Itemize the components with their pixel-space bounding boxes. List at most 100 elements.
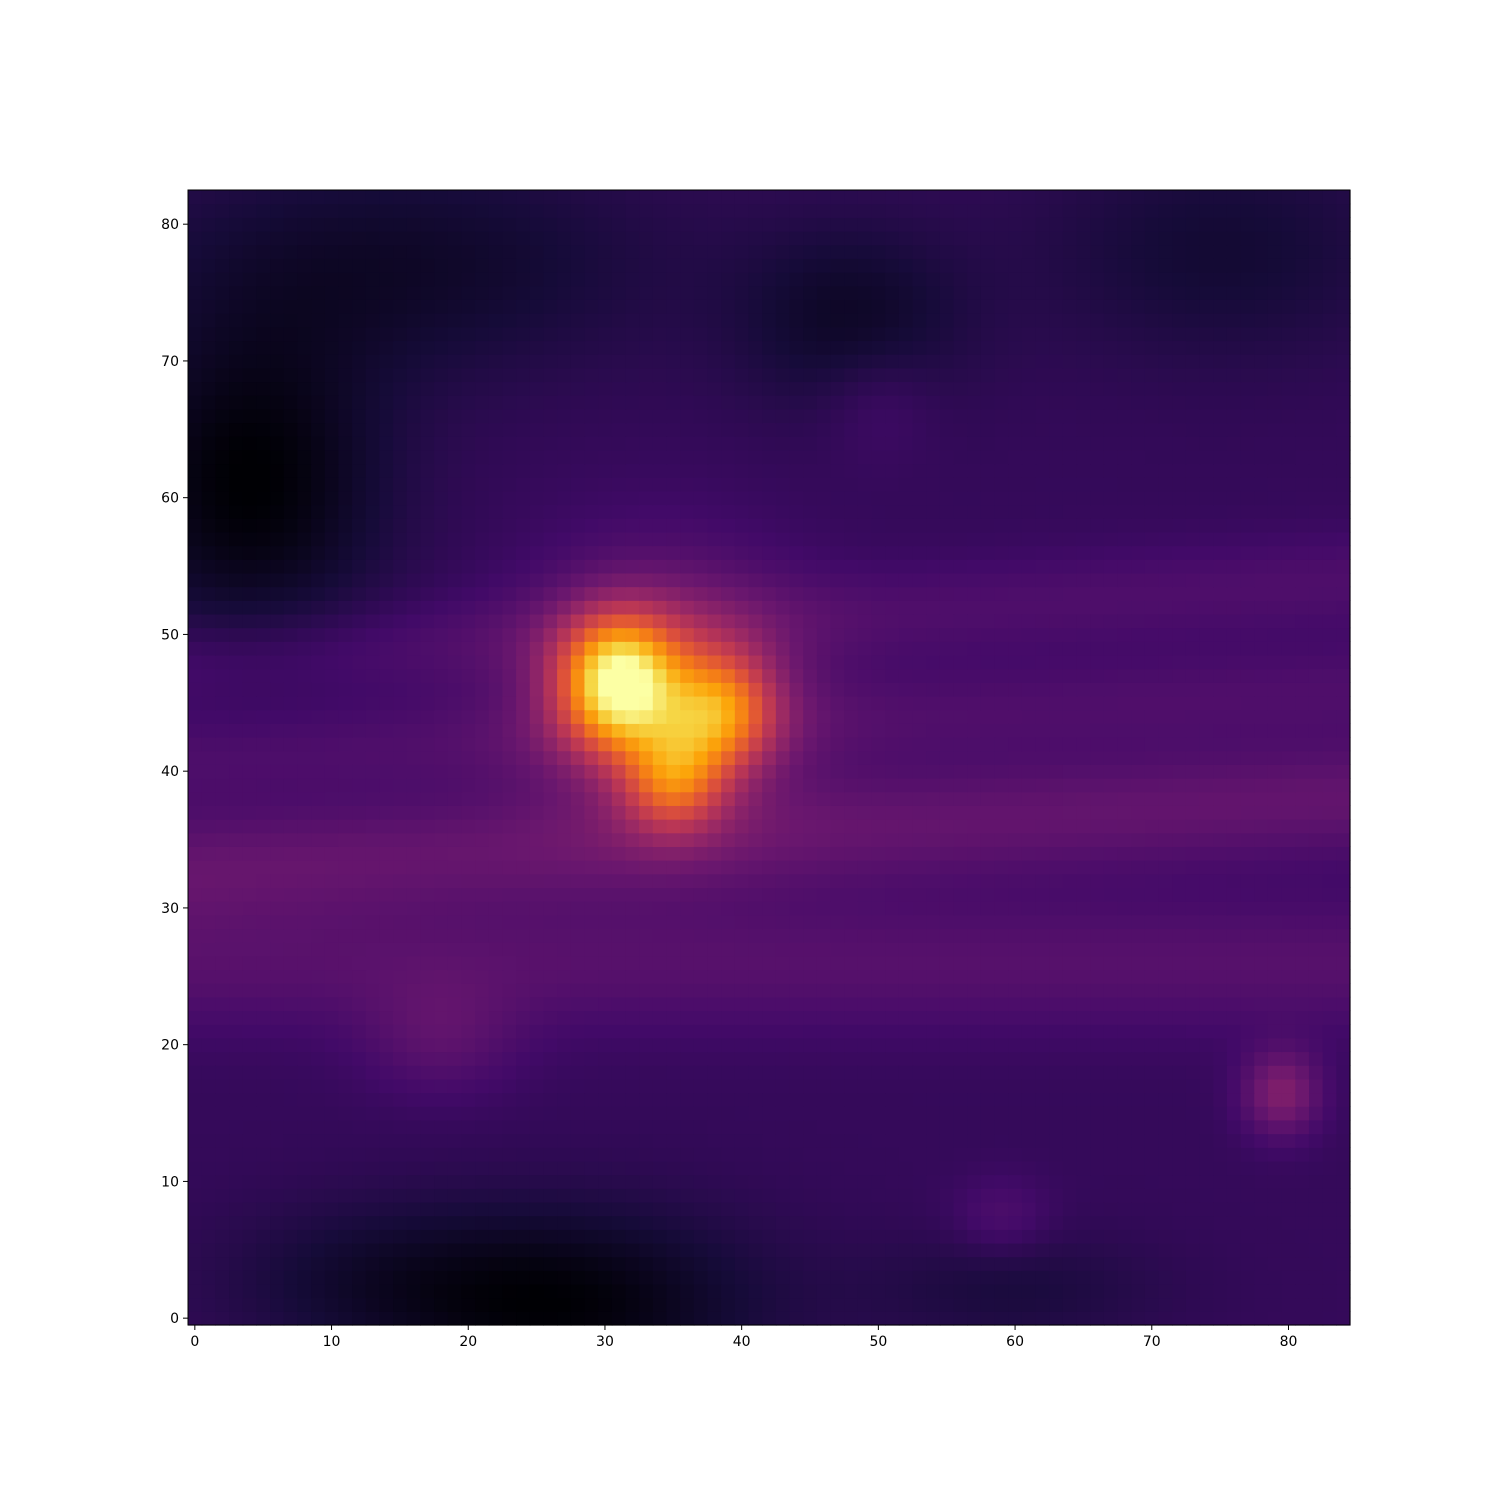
heatmap-cell — [530, 778, 544, 792]
heatmap-cell — [516, 587, 530, 601]
heatmap-cell — [1336, 600, 1350, 614]
heatmap-cell — [612, 723, 626, 737]
heatmap-cell — [530, 1052, 544, 1066]
heatmap-cell — [721, 819, 735, 833]
heatmap-cell — [1118, 1134, 1132, 1148]
heatmap-cell — [666, 600, 680, 614]
heatmap-cell — [584, 1298, 598, 1312]
heatmap-cell — [393, 1147, 407, 1161]
heatmap-cell — [858, 1257, 872, 1271]
heatmap-cell — [284, 546, 298, 560]
heatmap-cell — [735, 1079, 749, 1093]
heatmap-cell — [1323, 1284, 1337, 1298]
heatmap-cell — [215, 887, 229, 901]
heatmap-cell — [748, 710, 762, 724]
heatmap-cell — [735, 1120, 749, 1134]
heatmap-cell — [1227, 928, 1241, 942]
heatmap-cell — [434, 532, 448, 546]
heatmap-cell — [420, 696, 434, 710]
heatmap-cell — [543, 819, 557, 833]
heatmap-cell — [1159, 1038, 1173, 1052]
heatmap-cell — [680, 655, 694, 669]
heatmap-cell — [475, 600, 489, 614]
heatmap-cell — [1227, 997, 1241, 1011]
heatmap-cell — [1323, 546, 1337, 560]
heatmap-cell — [256, 969, 270, 983]
heatmap-cell — [1159, 901, 1173, 915]
heatmap-cell — [448, 1134, 462, 1148]
heatmap-cell — [748, 928, 762, 942]
heatmap-cell — [817, 723, 831, 737]
heatmap-cell — [872, 1106, 886, 1120]
heatmap-cell — [1077, 737, 1091, 751]
heatmap-cell — [940, 1120, 954, 1134]
heatmap-cell — [1131, 901, 1145, 915]
heatmap-cell — [571, 1243, 585, 1257]
heatmap-cell — [790, 1202, 804, 1216]
heatmap-cell — [1090, 846, 1104, 860]
heatmap-cell — [598, 901, 612, 915]
heatmap-cell — [625, 641, 639, 655]
heatmap-cell — [1104, 1052, 1118, 1066]
heatmap-cell — [1118, 751, 1132, 765]
heatmap-cell — [790, 628, 804, 642]
heatmap-cell — [448, 1147, 462, 1161]
heatmap-cell — [338, 751, 352, 765]
heatmap-cell — [516, 1079, 530, 1093]
heatmap-cell — [858, 956, 872, 970]
heatmap-cell — [243, 1257, 257, 1271]
heatmap-cell — [366, 600, 380, 614]
heatmap-cell — [1008, 915, 1022, 929]
heatmap-cell — [448, 956, 462, 970]
heatmap-cell — [858, 1175, 872, 1189]
heatmap-cell — [311, 1270, 325, 1284]
heatmap-cell — [1336, 1106, 1350, 1120]
heatmap-cell — [1309, 833, 1323, 847]
heatmap-cell — [598, 559, 612, 573]
heatmap-cell — [1268, 1216, 1282, 1230]
heatmap-cell — [379, 1202, 393, 1216]
heatmap-cell — [598, 628, 612, 642]
heatmap-cell — [1200, 928, 1214, 942]
heatmap-cell — [1049, 1284, 1063, 1298]
heatmap-cell — [215, 846, 229, 860]
heatmap-cell — [420, 573, 434, 587]
heatmap-cell — [625, 874, 639, 888]
heatmap-cell — [735, 1298, 749, 1312]
heatmap-cell — [571, 587, 585, 601]
heatmap-cell — [598, 805, 612, 819]
heatmap-cell — [625, 1120, 639, 1134]
heatmap-cell — [967, 628, 981, 642]
heatmap-cell — [707, 860, 721, 874]
heatmap-cell — [612, 846, 626, 860]
heatmap-cell — [530, 1202, 544, 1216]
heatmap-cell — [666, 1243, 680, 1257]
heatmap-cell — [229, 1038, 243, 1052]
heatmap-cell — [1159, 1175, 1173, 1189]
heatmap-cell — [831, 901, 845, 915]
heatmap-cell — [407, 546, 421, 560]
heatmap-cell — [926, 573, 940, 587]
heatmap-cell — [1172, 559, 1186, 573]
heatmap-cell — [1254, 600, 1268, 614]
heatmap-cell — [338, 546, 352, 560]
heatmap-cell — [707, 1120, 721, 1134]
heatmap-cell — [598, 600, 612, 614]
heatmap-cell — [1254, 1120, 1268, 1134]
heatmap-cell — [981, 1052, 995, 1066]
heatmap-cell — [584, 1106, 598, 1120]
heatmap-cell — [475, 997, 489, 1011]
heatmap-cell — [1145, 819, 1159, 833]
heatmap-cell — [407, 518, 421, 532]
heatmap-cell — [1131, 1147, 1145, 1161]
heatmap-cell — [1309, 983, 1323, 997]
heatmap-cell — [543, 655, 557, 669]
heatmap-cell — [530, 614, 544, 628]
heatmap-cell — [1172, 614, 1186, 628]
heatmap-cell — [940, 874, 954, 888]
heatmap-cell — [995, 587, 1009, 601]
heatmap-cell — [338, 1188, 352, 1202]
heatmap-cell — [475, 655, 489, 669]
heatmap-cell — [543, 1188, 557, 1202]
heatmap-cell — [817, 1284, 831, 1298]
